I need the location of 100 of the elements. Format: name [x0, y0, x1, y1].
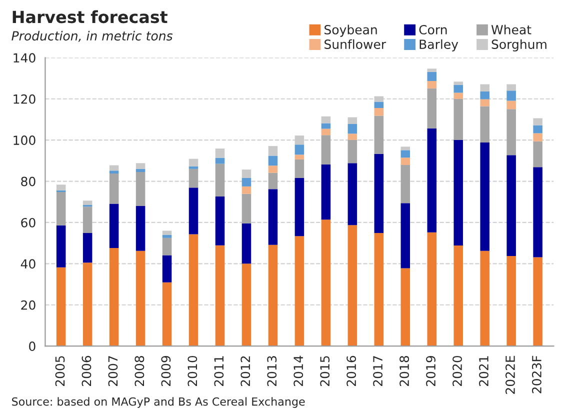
bar	[188, 158, 198, 166]
x-tick-label: 2018	[400, 356, 410, 386]
bar	[56, 225, 66, 268]
bar	[427, 128, 437, 232]
bar	[162, 234, 172, 238]
bar	[506, 256, 516, 346]
bar	[533, 257, 542, 346]
bar	[506, 155, 516, 256]
bar	[321, 164, 331, 220]
bar	[321, 128, 331, 136]
bar	[294, 144, 304, 155]
x-tick-label: 2019	[426, 356, 436, 386]
bar	[82, 262, 92, 346]
bar	[480, 99, 490, 106]
y-tick-label: 60	[21, 218, 36, 228]
bar	[348, 225, 358, 346]
bar	[400, 165, 410, 204]
bar	[188, 234, 198, 346]
bar	[506, 100, 516, 110]
bar	[242, 178, 252, 186]
chart-subtitle: Production, in metric tons	[12, 30, 173, 42]
bar	[268, 244, 278, 346]
bar	[427, 232, 437, 346]
bar	[215, 164, 225, 197]
bar	[480, 106, 490, 143]
bar	[188, 166, 198, 169]
bar	[242, 224, 252, 264]
x-tick-label: 2016	[346, 356, 356, 386]
bar	[321, 123, 331, 129]
bar	[454, 82, 463, 85]
bar	[533, 167, 542, 258]
bar	[162, 282, 172, 346]
chart-title: Harvest forecast	[12, 10, 168, 24]
source-note: Source: based on MAGyP and Bs As Cereal Exchange	[12, 397, 305, 408]
x-tick-label: 2009	[161, 356, 171, 386]
legend-label: Wheat	[491, 24, 532, 34]
bar	[268, 156, 278, 166]
bar	[374, 154, 384, 233]
y-tick-label: 20	[21, 300, 36, 310]
bar	[82, 232, 92, 263]
bar	[480, 250, 490, 346]
bar	[56, 192, 66, 226]
bar	[374, 232, 384, 346]
bar	[136, 163, 146, 169]
bar	[400, 158, 410, 166]
bar	[109, 170, 119, 174]
bar	[162, 230, 172, 235]
bar	[400, 146, 410, 150]
x-tick-label: 2022E	[505, 356, 515, 394]
bar	[454, 140, 463, 246]
bar	[533, 125, 542, 134]
legend-label: Soybean	[324, 24, 377, 37]
bar	[480, 91, 490, 100]
bar	[480, 142, 490, 251]
bar	[242, 170, 252, 178]
bar	[348, 134, 358, 140]
x-tick-label: 2021	[479, 356, 488, 386]
bar	[533, 133, 542, 142]
y-tick-label: 140	[14, 53, 36, 63]
x-tick-label: 2013	[267, 356, 277, 386]
y-tick-label: 40	[20, 259, 36, 269]
bar	[56, 267, 66, 346]
x-tick-label: 2011	[214, 356, 224, 386]
bar	[162, 255, 172, 282]
bar	[136, 168, 146, 172]
bar	[82, 206, 92, 233]
x-tick-label: 2012	[240, 356, 250, 386]
y-tick-label: 100	[14, 136, 36, 146]
x-tick-label: 2014	[294, 356, 304, 386]
bar	[188, 188, 198, 234]
bar	[348, 124, 358, 134]
bar	[348, 140, 358, 164]
bar	[215, 148, 225, 158]
bar	[242, 264, 252, 346]
x-tick-label: 2023F	[532, 356, 542, 394]
y-tick-label: 120	[14, 94, 36, 104]
x-tick-label: 2008	[134, 356, 144, 386]
x-tick-label: 2017	[373, 356, 383, 386]
bar	[533, 141, 542, 168]
bar	[215, 158, 225, 164]
x-tick-label: 2007	[108, 356, 118, 386]
bar	[136, 206, 146, 251]
x-tick-label: 2010	[188, 356, 198, 386]
bar	[242, 194, 252, 224]
bar	[348, 117, 358, 124]
bar	[400, 150, 410, 158]
bar	[506, 109, 516, 156]
bar	[294, 159, 304, 178]
bar	[215, 196, 225, 246]
bar	[188, 168, 198, 188]
bar	[294, 236, 304, 346]
bar	[454, 98, 463, 140]
legend-label: Sunflower	[324, 39, 386, 50]
bar	[109, 165, 119, 171]
bar	[268, 146, 278, 156]
bar	[321, 135, 331, 164]
bar	[427, 68, 437, 72]
bar	[374, 102, 384, 108]
bar	[82, 200, 92, 205]
bar	[400, 203, 410, 268]
